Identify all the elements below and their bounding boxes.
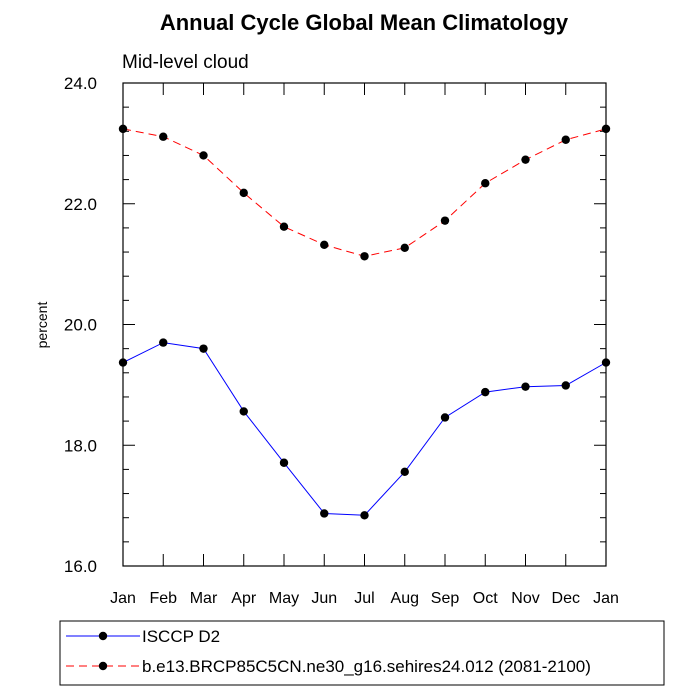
data-point-0 (400, 467, 409, 477)
x-tick-label: May (269, 590, 299, 607)
data-point-1 (521, 155, 530, 164)
chart-subtitle: Mid-level cloud (122, 52, 249, 73)
y-axis-label: percent (34, 302, 50, 349)
data-point-1 (159, 132, 168, 141)
x-tick-label: Jan (110, 590, 136, 607)
y-tick-label: 22.0 (64, 195, 97, 214)
x-tick-label: Jun (311, 590, 337, 607)
x-tick-label: Dec (552, 590, 580, 607)
series-line-0 (122, 342, 607, 516)
data-point-1 (481, 179, 490, 188)
x-tick-label: Oct (473, 590, 498, 607)
x-tick-label: Jul (354, 590, 374, 607)
legend-label-isccp: ISCCP D2 (142, 627, 220, 646)
plot-frame (122, 82, 607, 567)
legend-marker-model (98, 661, 108, 671)
series-layer (118, 124, 611, 520)
x-tick-label: Sep (431, 590, 460, 607)
x-tick-label: Jan (593, 590, 619, 607)
y-tick-label: 18.0 (64, 436, 97, 455)
data-point-0 (239, 407, 248, 416)
plot-area-border (122, 82, 607, 567)
data-point-0 (601, 358, 611, 367)
data-point-0 (199, 344, 208, 353)
data-point-0 (440, 413, 450, 422)
legend-marker-isccp (98, 631, 108, 641)
data-point-1 (400, 243, 409, 253)
data-point-0 (481, 387, 490, 397)
data-point-0 (118, 358, 128, 367)
x-tick-label: Aug (391, 590, 419, 607)
y-tick-label: 20.0 (64, 316, 97, 335)
chart-title: Annual Cycle Global Mean Climatology (160, 10, 569, 35)
data-point-1 (360, 252, 369, 261)
x-tick-label: Feb (149, 590, 177, 607)
data-point-1 (440, 216, 450, 225)
x-tick-label: Nov (511, 590, 539, 607)
series-line-1 (122, 128, 607, 257)
data-point-0 (360, 511, 369, 520)
y-tick-label: 24.0 (64, 74, 97, 93)
data-point-1 (601, 124, 611, 134)
data-point-0 (320, 509, 329, 518)
y-tick-label: 16.0 (64, 557, 97, 576)
data-point-0 (159, 338, 168, 347)
data-point-1 (279, 222, 289, 231)
legend-label-model: b.e13.BRCP85C5CN.ne30_g16.sehires24.012 … (142, 657, 591, 676)
data-point-1 (118, 124, 128, 134)
axis-ticks (122, 82, 607, 567)
y-tick-labels: 16.0 18.0 20.0 22.0 24.0 (64, 74, 97, 576)
legend-box (59, 620, 665, 686)
data-point-0 (521, 382, 530, 391)
data-point-1 (199, 151, 208, 160)
x-tick-label: Mar (190, 590, 218, 607)
data-point-0 (561, 381, 570, 390)
x-tick-label: Apr (231, 590, 257, 607)
data-point-1 (561, 135, 570, 144)
x-tick-labels: Jan Feb Mar Apr May Jun Jul Aug Sep Oct Nov Dec Jan (110, 590, 619, 607)
data-point-0 (279, 458, 289, 467)
legend: ISCCP D2 b.e13.BRCP85C5CN.ne30_g16.sehir… (59, 620, 665, 686)
data-point-1 (320, 240, 329, 250)
data-point-1 (239, 188, 248, 198)
